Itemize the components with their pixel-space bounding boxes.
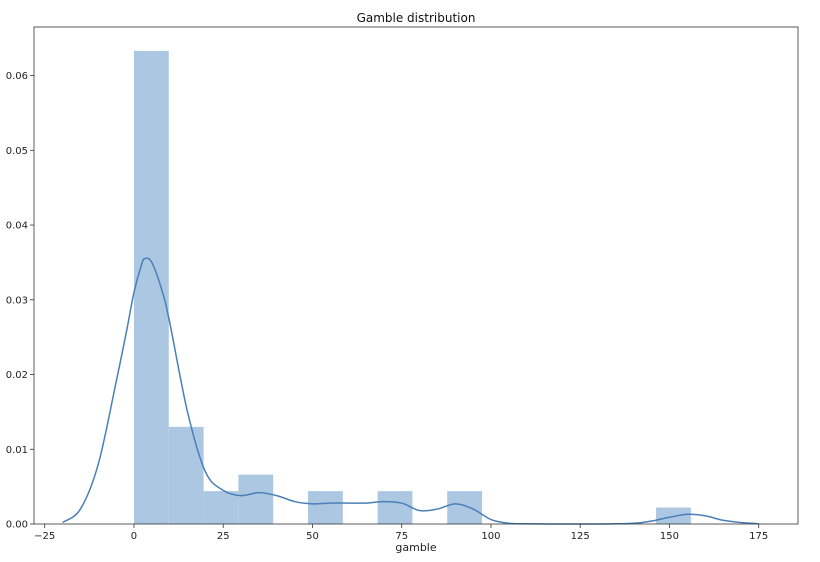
x-tick-label: −25 (34, 531, 55, 542)
chart-title: Gamble distribution (357, 11, 476, 25)
x-tick-label: 50 (306, 531, 319, 542)
y-tick-label: 0.05 (6, 146, 28, 157)
y-tick-label: 0.03 (6, 295, 28, 306)
x-tick-label: 100 (481, 531, 500, 542)
y-tick-label: 0.02 (6, 370, 28, 381)
x-tick-label: 175 (749, 531, 768, 542)
y-tick-label: 0.00 (6, 520, 28, 531)
x-axis-ticks: −25 0 25 50 75 100 125 150 175 (34, 524, 768, 542)
x-tick-label: 0 (131, 531, 137, 542)
histogram-bar (238, 474, 274, 524)
histogram-bars (133, 50, 691, 524)
plot-frame (33, 26, 799, 525)
y-tick-label: 0.01 (6, 445, 28, 456)
histogram-bar (203, 491, 239, 524)
x-tick-label: 25 (217, 531, 230, 542)
y-tick-label: 0.04 (6, 221, 28, 232)
histogram-bar (447, 491, 483, 524)
x-tick-label: 125 (571, 531, 590, 542)
histogram-bar (308, 491, 343, 524)
x-tick-label: 75 (395, 531, 408, 542)
x-tick-label: 150 (660, 531, 679, 542)
kde-curve-layer (62, 257, 759, 525)
y-axis-ticks: 0.00 0.01 0.02 0.03 0.04 0.05 0.06 (6, 71, 34, 531)
histogram-bar (377, 491, 413, 524)
histogram-bar (168, 426, 204, 524)
x-axis-title: gamble (395, 541, 436, 554)
histogram-bar (133, 50, 169, 524)
y-tick-label: 0.06 (6, 71, 28, 82)
kde-curve (62, 257, 759, 525)
